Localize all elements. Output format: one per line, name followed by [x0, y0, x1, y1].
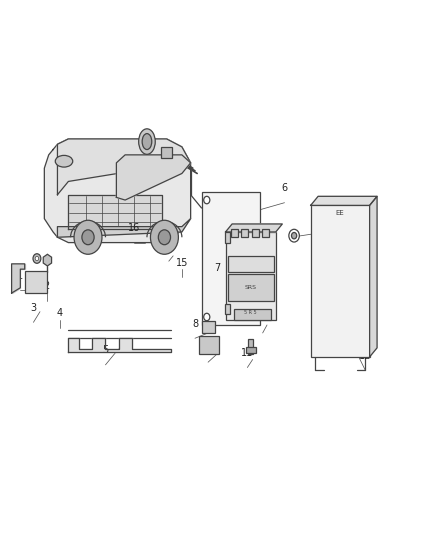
Bar [161, 147, 172, 158]
Bar [225, 304, 230, 314]
Polygon shape [12, 264, 25, 293]
Circle shape [204, 196, 210, 204]
Bar [246, 348, 256, 353]
Bar [201, 192, 261, 325]
Text: 2: 2 [43, 281, 49, 292]
Polygon shape [57, 139, 191, 195]
Polygon shape [117, 155, 191, 200]
Bar [241, 229, 248, 237]
Bar [202, 321, 215, 333]
Circle shape [291, 232, 297, 239]
Text: 11: 11 [241, 348, 254, 358]
Circle shape [150, 220, 178, 254]
Text: 10: 10 [257, 313, 269, 324]
Text: 16: 16 [128, 223, 140, 233]
Bar [231, 229, 238, 237]
Text: 15: 15 [176, 257, 188, 268]
Circle shape [35, 256, 39, 261]
Text: EE: EE [336, 211, 344, 216]
Bar [248, 340, 254, 354]
Bar [311, 205, 370, 357]
Bar [228, 274, 274, 301]
Bar [252, 229, 259, 237]
Ellipse shape [142, 134, 152, 150]
Polygon shape [44, 139, 191, 243]
Polygon shape [370, 196, 377, 357]
Bar [262, 229, 269, 237]
Circle shape [204, 313, 210, 321]
Text: 14: 14 [162, 241, 175, 252]
Polygon shape [226, 224, 283, 232]
Text: 6: 6 [282, 183, 288, 193]
Polygon shape [68, 338, 171, 352]
Circle shape [289, 229, 299, 242]
Bar [25, 271, 46, 293]
Bar [199, 336, 219, 354]
Text: 13: 13 [320, 212, 332, 222]
Circle shape [74, 220, 102, 254]
Polygon shape [311, 196, 377, 205]
Ellipse shape [55, 156, 73, 167]
Text: SRS: SRS [244, 285, 256, 290]
Ellipse shape [139, 129, 155, 155]
Text: 7: 7 [214, 263, 220, 273]
Bar [226, 232, 276, 320]
Ellipse shape [153, 155, 175, 168]
Polygon shape [57, 219, 191, 237]
Bar [225, 232, 230, 243]
Text: 9: 9 [205, 343, 211, 353]
Text: 5: 5 [102, 345, 109, 356]
Circle shape [82, 230, 94, 245]
Bar [228, 256, 274, 272]
Text: 4: 4 [57, 308, 63, 318]
Text: 12: 12 [359, 351, 371, 361]
Text: 5 R 5: 5 R 5 [244, 310, 257, 315]
Text: 8: 8 [192, 319, 198, 329]
Text: 1: 1 [17, 271, 23, 281]
Text: 3: 3 [30, 303, 36, 313]
Circle shape [158, 230, 170, 245]
Circle shape [33, 254, 41, 263]
Bar [234, 309, 272, 320]
Polygon shape [68, 195, 162, 229]
